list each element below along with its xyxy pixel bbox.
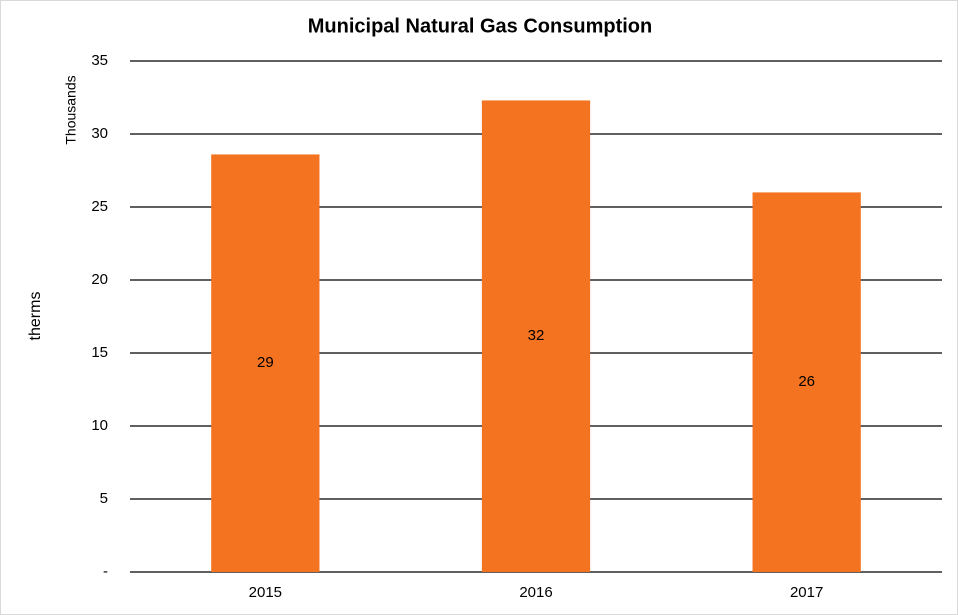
y-tick-label: 15 xyxy=(91,344,108,361)
y-unit-label: Thousands xyxy=(63,75,79,144)
bar xyxy=(211,154,320,572)
x-tick-label: 2015 xyxy=(249,584,282,601)
y-tick-label: 25 xyxy=(91,198,108,215)
y-tick-label: 30 xyxy=(91,125,108,142)
y-tick-label: - xyxy=(103,563,108,580)
data-label: 29 xyxy=(257,354,274,371)
y-axis-label: therms xyxy=(27,292,44,341)
bar xyxy=(752,192,861,572)
y-tick-label: 35 xyxy=(91,52,108,69)
bar xyxy=(481,100,591,573)
y-tick-label: 20 xyxy=(91,271,108,288)
x-tick-label: 2016 xyxy=(519,584,552,601)
x-tick-label: 2017 xyxy=(790,584,823,601)
y-tick-label: 10 xyxy=(91,417,108,434)
y-tick-label: 5 xyxy=(100,490,108,507)
chart-title: Municipal Natural Gas Consumption xyxy=(308,15,652,37)
data-label: 26 xyxy=(798,373,815,390)
data-label: 32 xyxy=(528,327,545,344)
